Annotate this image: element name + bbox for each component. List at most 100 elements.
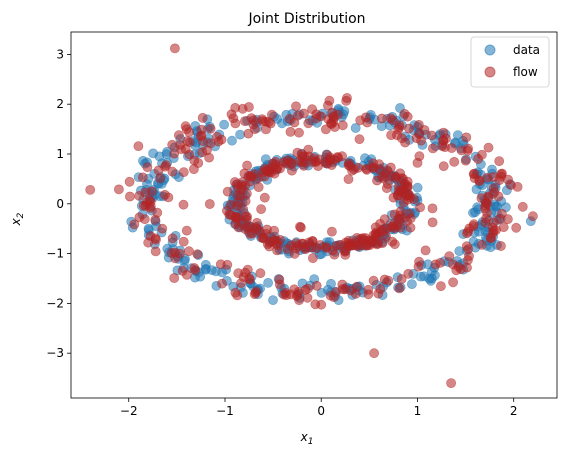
scatter-point-flow: [270, 159, 281, 170]
scatter-point-flow: [482, 207, 492, 218]
scatter-point-flow: [161, 160, 171, 171]
scatter-point-flow: [322, 100, 333, 111]
x-tick-label: 2: [510, 404, 518, 418]
scatter-point-flow: [215, 259, 226, 270]
scatter-point-flow: [444, 251, 455, 262]
scatter-point-flow: [181, 124, 192, 135]
scatter-point-flow: [485, 233, 496, 243]
scatter-point-flow: [238, 204, 249, 215]
scatter-point-flow: [311, 280, 322, 291]
scatter-point-flow: [302, 292, 313, 303]
scatter-point-flow: [396, 213, 406, 224]
scatter-point-flow: [503, 174, 513, 185]
y-tick-label: −3: [46, 346, 64, 360]
scatter-point-flow: [216, 134, 227, 145]
scatter-point-flow: [298, 160, 309, 171]
scatter-point-flow: [249, 289, 260, 300]
scatter-point-data: [350, 123, 361, 133]
scatter-point-flow: [204, 152, 214, 163]
scatter-point-flow: [272, 240, 283, 251]
scatter-points: [85, 43, 538, 388]
scatter-point-flow: [167, 166, 178, 177]
scatter-point-flow: [157, 223, 168, 234]
scatter-point-flow: [404, 123, 414, 134]
scatter-point-flow: [266, 109, 277, 120]
scatter-point-flow: [124, 191, 135, 202]
scatter-point-flow: [85, 184, 96, 195]
scatter-point-flow: [390, 172, 401, 183]
scatter-point-flow: [274, 279, 285, 290]
scatter-point-flow: [134, 190, 145, 201]
scatter-point-flow: [329, 249, 340, 260]
scatter-point-flow: [178, 199, 189, 210]
scatter-point-flow: [134, 212, 145, 223]
scatter-point-data: [412, 182, 423, 193]
scatter-point-flow: [188, 164, 199, 174]
scatter-point-flow: [393, 185, 404, 196]
scatter-point-flow: [460, 155, 471, 166]
scatter-point-flow: [259, 171, 270, 182]
scatter-point-flow: [310, 299, 321, 310]
scatter-point-flow: [184, 149, 195, 160]
scatter-point-flow: [394, 283, 405, 294]
scatter-point-flow: [430, 259, 441, 270]
scatter-point-data: [406, 279, 417, 289]
scatter-point-flow: [494, 214, 505, 224]
scatter-point-flow: [404, 208, 415, 219]
scatter-point-flow: [476, 239, 487, 250]
scatter-point-data: [206, 265, 217, 275]
scatter-point-flow: [229, 177, 240, 187]
scatter-point-flow: [142, 162, 153, 173]
scatter-point-flow: [303, 144, 314, 155]
scatter-point-flow: [230, 218, 241, 229]
y-axis-label: x2: [9, 212, 26, 226]
scatter-point-flow: [311, 243, 322, 254]
scatter-point-flow: [387, 115, 398, 125]
scatter-point-flow: [426, 130, 437, 141]
y-axis: −3 −2 −1 0 1 2 3: [46, 47, 71, 360]
scatter-point-flow: [289, 248, 300, 259]
x-axis: −2 −1 0 1 2: [120, 398, 518, 418]
scatter-point-data: [235, 129, 245, 140]
scatter-point-flow: [446, 378, 456, 388]
scatter-point-flow: [181, 269, 192, 280]
scatter-point-flow: [248, 115, 259, 126]
chart-title: Joint Distribution: [247, 11, 365, 27]
y-tick-label: 2: [56, 97, 64, 111]
scatter-point-flow: [307, 253, 318, 263]
scatter-point-flow: [399, 109, 410, 119]
scatter-point-flow: [362, 117, 373, 128]
scatter-point-flow: [184, 246, 194, 257]
scatter-point-flow: [326, 226, 337, 237]
scatter-point-flow: [114, 184, 124, 195]
scatter-point-flow: [375, 284, 386, 294]
scatter-point-flow: [512, 181, 523, 192]
scatter-point-flow: [129, 219, 140, 230]
scatter-point-flow: [144, 195, 155, 206]
scatter-point-flow: [357, 240, 368, 251]
scatter-point-flow: [517, 201, 528, 212]
x-tick-label: −2: [120, 404, 138, 418]
scatter-point-flow: [435, 281, 446, 291]
scatter-point-flow: [320, 124, 331, 135]
y-tick-label: −2: [46, 296, 64, 310]
scatter-point-flow: [393, 124, 404, 135]
legend-marker-flow: [484, 66, 496, 78]
scatter-point-flow: [169, 43, 180, 54]
scatter-point-flow: [481, 197, 491, 208]
scatter-point-flow: [389, 239, 400, 250]
scatter-point-flow: [329, 154, 340, 165]
scatter-point-flow: [167, 233, 178, 244]
scatter-point-flow: [469, 173, 480, 183]
scatter-point-flow: [282, 244, 293, 254]
scatter-point-flow: [438, 135, 449, 146]
scatter-point-flow: [181, 225, 192, 236]
scatter-point-flow: [176, 144, 186, 155]
scatter-point-flow: [197, 136, 208, 147]
scatter-point-flow: [415, 202, 425, 213]
scatter-point-flow: [257, 232, 267, 243]
scatter-point-flow: [328, 292, 339, 303]
scatter-point-flow: [419, 125, 430, 135]
scatter-point-flow: [427, 203, 438, 214]
